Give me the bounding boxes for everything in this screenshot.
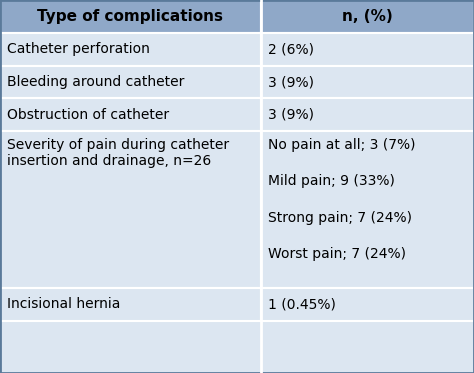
Bar (0, 98, 261, 131)
Text: 1 (0.45%): 1 (0.45%) (268, 297, 336, 311)
Text: 3 (9%): 3 (9%) (268, 75, 314, 89)
Bar (261, 131, 474, 288)
Text: 3 (9%): 3 (9%) (268, 108, 314, 122)
Bar (261, 98, 474, 131)
Bar (0, 33, 261, 66)
Text: Bleeding around catheter: Bleeding around catheter (7, 75, 184, 89)
Text: Incisional hernia: Incisional hernia (7, 297, 120, 311)
Text: n, (%): n, (%) (342, 9, 393, 24)
Text: Severity of pain during catheter
insertion and drainage, n=26: Severity of pain during catheter inserti… (7, 138, 229, 168)
Bar (261, 0, 474, 33)
Text: No pain at all; 3 (7%): No pain at all; 3 (7%) (268, 138, 415, 152)
Text: Obstruction of catheter: Obstruction of catheter (7, 108, 169, 122)
Text: Worst pain; 7 (24%): Worst pain; 7 (24%) (268, 247, 406, 261)
Bar (261, 288, 474, 321)
Bar (261, 33, 474, 66)
Text: 2 (6%): 2 (6%) (268, 42, 314, 56)
Bar (0, 66, 261, 98)
Text: Mild pain; 9 (33%): Mild pain; 9 (33%) (268, 174, 395, 188)
Bar (0, 0, 261, 33)
Bar (0, 131, 261, 288)
Text: Catheter perforation: Catheter perforation (7, 42, 150, 56)
Text: Strong pain; 7 (24%): Strong pain; 7 (24%) (268, 211, 412, 225)
Bar (261, 66, 474, 98)
Bar (0, 288, 261, 321)
Text: Type of complications: Type of complications (37, 9, 223, 24)
